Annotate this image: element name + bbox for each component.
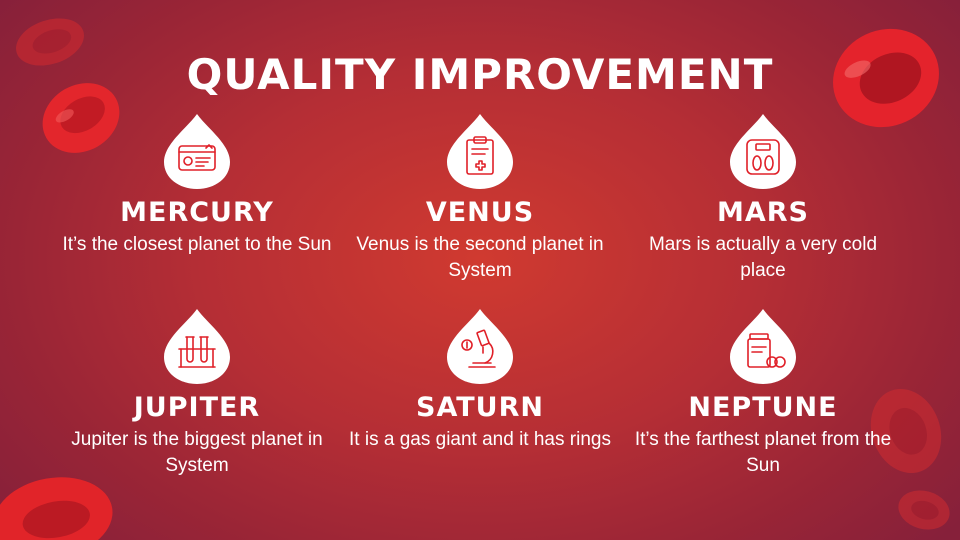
item-description: It’s the farthest planet from the Sun <box>634 429 892 476</box>
item-description: Mars is actually a very cold place <box>648 234 878 281</box>
clipboard-icon <box>445 112 515 190</box>
blood-cell-top-left-small <box>14 18 86 66</box>
item-title: SATURN <box>416 392 544 423</box>
item-description: Jupiter is the biggest planet in System <box>71 429 323 476</box>
item-saturn: SATURN It is a gas giant and it has ring… <box>345 307 615 453</box>
item-title: MERCURY <box>120 197 274 228</box>
item-description: Venus is the second planet in System <box>356 234 604 281</box>
item-description: It’s the closest planet to the Sun <box>62 234 332 255</box>
item-venus: VENUS Venus is the second planet in Syst… <box>345 112 615 284</box>
blood-cell-top-left <box>40 80 122 156</box>
item-mars: MARS Mars is actually a very cold place <box>628 112 898 284</box>
item-title: VENUS <box>425 197 535 228</box>
blood-cell-bottom-right-small <box>896 488 952 532</box>
item-title: NEPTUNE <box>688 392 838 423</box>
item-title: MARS <box>716 197 809 228</box>
pills-icon <box>728 307 798 385</box>
test-tubes-icon <box>162 307 232 385</box>
slide-title: QUALITY IMPROVEMENT <box>186 50 774 99</box>
item-mercury: MERCURY It’s the closest planet to the S… <box>62 112 332 258</box>
id-card-icon <box>162 112 232 190</box>
blood-cell-top-right <box>830 24 942 132</box>
blood-cell-bottom-left <box>0 470 116 540</box>
blood-cell-bottom-right <box>868 386 944 476</box>
item-description: It is a gas giant and it has rings <box>349 429 611 450</box>
item-title: JUPITER <box>133 392 261 423</box>
microscope-icon <box>445 307 515 385</box>
scale-icon <box>728 112 798 190</box>
item-jupiter: JUPITER Jupiter is the biggest planet in… <box>62 307 332 479</box>
item-neptune: NEPTUNE It’s the farthest planet from th… <box>628 307 898 479</box>
